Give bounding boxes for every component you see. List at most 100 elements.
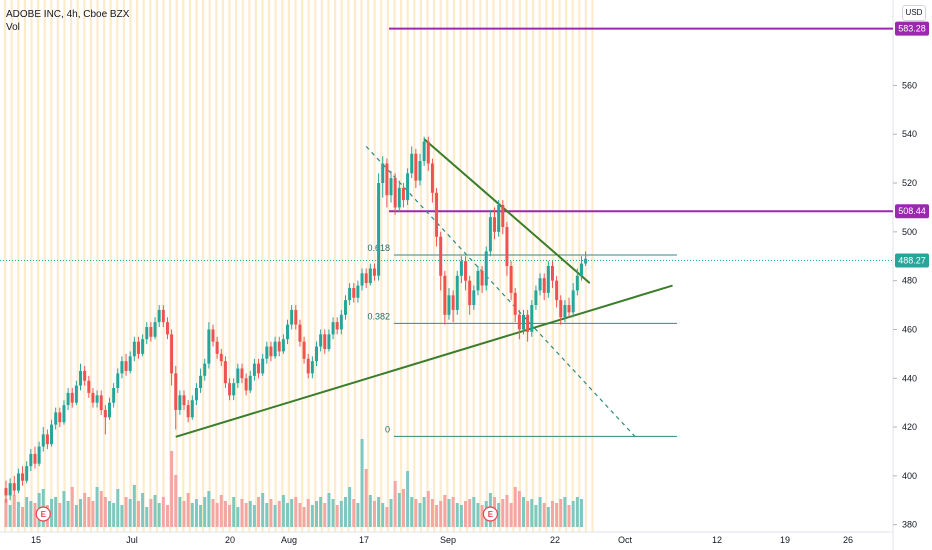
candle-body [211, 329, 215, 342]
candle-body [236, 368, 240, 384]
currency-badge[interactable]: USD [902, 5, 926, 21]
session-stripe [479, 0, 482, 532]
candle-body [368, 268, 372, 284]
candle-body [16, 473, 20, 491]
candle-body [464, 261, 468, 281]
candle [103, 405, 107, 435]
session-stripe [30, 0, 33, 532]
volume-bar [406, 471, 410, 527]
candle [509, 261, 513, 301]
candle [377, 173, 381, 281]
volume-bar [12, 495, 16, 527]
trendlines [175, 138, 673, 438]
session-stripe [301, 0, 304, 532]
volume-bars [4, 439, 583, 527]
candle [66, 388, 70, 410]
candle [302, 336, 306, 364]
session-stripe [83, 0, 86, 532]
volume-bar [414, 499, 418, 527]
volume-bar [244, 503, 248, 527]
candle [513, 287, 517, 323]
candle-body [472, 290, 476, 306]
session-stripe [406, 0, 409, 532]
candle-body [377, 183, 381, 276]
candle [281, 334, 285, 354]
volume-bar [426, 491, 430, 527]
volume-bar [108, 501, 111, 527]
candle-body [215, 341, 219, 354]
session-stripe [116, 0, 119, 532]
volume-label: Vol [6, 22, 20, 33]
volume-bar [447, 499, 451, 527]
candle [91, 388, 95, 408]
candle [58, 407, 62, 428]
volume-bar [199, 505, 203, 527]
volume-bar [165, 505, 169, 527]
candle [401, 183, 405, 208]
session-stripe [558, 0, 561, 532]
volume-bar [136, 501, 140, 527]
candle-body [178, 395, 182, 410]
candle-body [401, 187, 405, 201]
volume-bar [497, 503, 501, 527]
volume-bar [58, 503, 62, 527]
candle [555, 275, 559, 308]
candle-body [79, 370, 83, 386]
candle-body [120, 361, 124, 374]
earnings-marker [482, 506, 498, 522]
volume-bar [542, 503, 546, 527]
candle [339, 309, 343, 335]
candle [546, 261, 550, 298]
session-stripe [50, 0, 53, 532]
volume-bar [397, 493, 401, 527]
candle-body [124, 361, 128, 371]
session-stripe [545, 0, 548, 532]
volume-bar [310, 505, 314, 527]
session-stripe [393, 0, 396, 532]
volume-bar [385, 507, 389, 527]
session-stripe [96, 0, 99, 532]
candle-body [41, 434, 45, 447]
volume-bar [178, 497, 182, 527]
volume-bar [4, 499, 8, 527]
candle [567, 297, 571, 318]
session-stripe [532, 0, 535, 532]
candle [298, 319, 302, 347]
y-tick-label: 480 [902, 276, 917, 286]
candle [265, 341, 269, 364]
candle [323, 329, 327, 354]
volume-bar [228, 505, 232, 527]
candle-body [393, 178, 397, 208]
candle-body [128, 356, 132, 371]
candle-body [257, 363, 261, 374]
candle-body [476, 270, 480, 291]
y-tick-label: 460 [902, 324, 917, 334]
session-stripe [380, 0, 383, 532]
candle-body [29, 453, 33, 467]
volume-bar [62, 491, 66, 527]
candle [443, 270, 447, 325]
candle [331, 317, 335, 340]
candle-body [58, 412, 62, 423]
candle [194, 383, 198, 406]
y-tick-label: 560 [902, 80, 917, 90]
volume-bar [302, 507, 306, 527]
candle [219, 348, 223, 367]
volume-bar [567, 505, 571, 527]
candle [480, 266, 484, 293]
volume-bar [132, 485, 136, 527]
session-stripe [367, 0, 370, 532]
volume-bar [116, 489, 120, 527]
volume-bar [575, 497, 579, 527]
candle [559, 295, 563, 325]
fib-level-label: 0 [385, 424, 390, 434]
candle [141, 334, 145, 357]
candle [116, 368, 120, 393]
candle-body [108, 402, 111, 418]
candle [95, 390, 99, 408]
session-stripe [169, 0, 172, 532]
candle-body [4, 488, 8, 496]
session-stripe [287, 0, 290, 532]
